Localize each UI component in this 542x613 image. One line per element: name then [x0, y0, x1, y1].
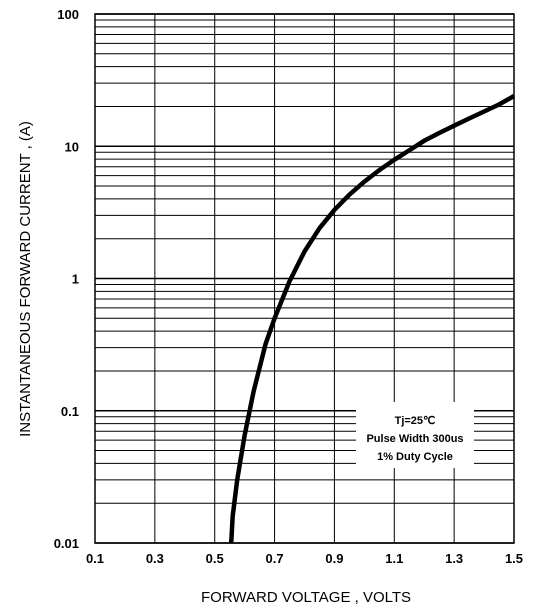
- series-layer: [228, 94, 516, 544]
- y-tick-label: 10: [65, 139, 79, 154]
- plot-frame: [94, 13, 515, 544]
- x-tick-label: 0.5: [206, 551, 224, 566]
- x-tick-label: 0.1: [86, 551, 104, 566]
- x-tick-label: 0.9: [325, 551, 343, 566]
- x-tick-label: 1.3: [445, 551, 463, 566]
- annotation-box: [356, 402, 474, 468]
- legend-annotation: Tj=25℃ Pulse Width 300us 1% Duty Cycle: [356, 402, 474, 468]
- tick-labels: 0.1 0.3 0.5 0.7 0.9 1.1 1.3 1.5 0.01 0.1 1 10 100: [54, 7, 523, 566]
- x-tick-label: 0.3: [146, 551, 164, 566]
- x-tick-label: 1.1: [385, 551, 403, 566]
- y-tick-label: 1: [72, 272, 79, 287]
- annotation-line-pulse-width: Pulse Width 300us: [366, 433, 463, 445]
- annotation-line-temperature: Tj=25℃: [395, 415, 436, 427]
- x-axis-title: FORWARD VOLTAGE , VOLTS: [201, 589, 411, 606]
- y-tick-label: 0.01: [54, 536, 79, 551]
- forward-current-curve: [228, 94, 516, 544]
- y-tick-label: 100: [57, 7, 79, 22]
- y-axis-title: INSTANTANEOUS FORWARD CURRENT , (A): [17, 121, 34, 437]
- y-tick-label: 0.1: [61, 404, 79, 419]
- x-tick-label: 0.7: [266, 551, 284, 566]
- annotation-line-duty-cycle: 1% Duty Cycle: [377, 451, 453, 463]
- x-tick-label: 1.5: [505, 551, 523, 566]
